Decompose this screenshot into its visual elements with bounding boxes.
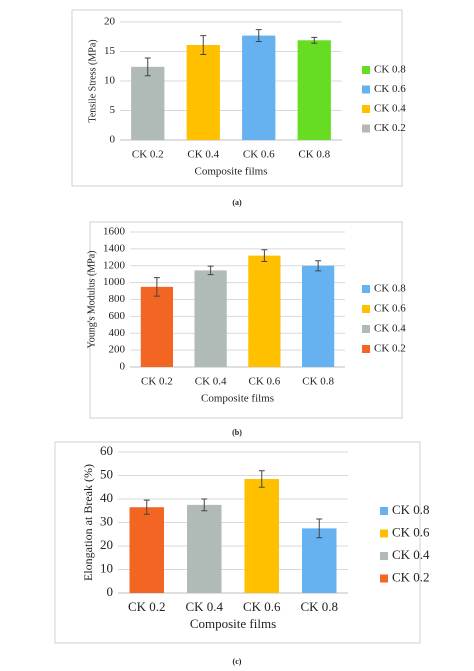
legend-swatch	[380, 507, 388, 515]
y-tick-label: 600	[109, 310, 126, 322]
chart-frame	[54, 441, 421, 644]
y-tick-label: 50	[100, 466, 113, 481]
bar	[186, 45, 220, 141]
x-tick-label: CK 0.4	[187, 149, 219, 161]
y-tick-label: 0	[110, 134, 116, 146]
legend-swatch	[380, 552, 388, 560]
legend-swatch	[362, 345, 370, 353]
legend-swatch	[380, 529, 388, 538]
bar	[187, 504, 222, 593]
legend-swatch	[362, 66, 370, 74]
legend-label: CK 0.4	[374, 323, 406, 335]
y-tick-label: 1400	[103, 242, 126, 254]
x-tick-label: CK 0.8	[300, 599, 338, 614]
x-tick-label: CK 0.6	[248, 376, 280, 388]
error-bar	[311, 36, 318, 44]
y-tick-label: 1000	[103, 276, 126, 288]
error-bar	[201, 498, 208, 512]
y-axis-label: Young's Modulus (MPa)	[86, 250, 97, 348]
legend-label: CK 0.2	[392, 569, 430, 584]
y-axis-label: Tensile Stress (MPa)	[87, 39, 98, 122]
x-tick-label: CK 0.2	[141, 376, 173, 388]
x-tick-label: CK 0.4	[195, 376, 227, 388]
x-tick-label: CK 0.6	[243, 599, 281, 614]
y-tick-label: 0	[107, 584, 114, 599]
x-axis-label: Composite films	[201, 393, 274, 405]
y-tick-label: 40	[100, 490, 113, 505]
bar	[297, 40, 331, 140]
x-tick-label: CK 0.4	[185, 599, 223, 614]
bar	[129, 507, 164, 593]
error-bar	[200, 35, 207, 55]
y-axis-label: Elongation at Break (%)	[81, 464, 95, 581]
error-bar	[255, 29, 262, 42]
legend-label: CK 0.6	[374, 83, 406, 95]
y-tick-label: 10	[104, 75, 116, 87]
panel-caption: (a)	[232, 198, 242, 207]
y-tick-label: 30	[100, 513, 113, 528]
y-tick-label: 400	[109, 327, 126, 339]
legend-label: CK 0.6	[374, 303, 406, 315]
y-tick-label: 0	[120, 361, 126, 373]
legend-swatch	[362, 285, 370, 293]
bar	[131, 66, 165, 140]
error-bar	[153, 277, 160, 297]
x-tick-label: CK 0.2	[132, 149, 164, 161]
legend-label: CK 0.8	[392, 502, 430, 517]
legend-label: CK 0.8	[374, 64, 406, 76]
bar	[244, 479, 279, 593]
legend-swatch	[362, 105, 370, 113]
error-bar	[207, 265, 214, 276]
y-tick-label: 5	[110, 104, 116, 116]
chart-frame	[89, 221, 403, 419]
y-tick-label: 200	[109, 344, 126, 356]
x-axis-label: Composite films	[194, 166, 267, 178]
legend-label: CK 0.8	[374, 283, 406, 295]
legend-label: CK 0.4	[392, 547, 430, 562]
error-bar	[316, 518, 323, 539]
y-tick-label: 15	[104, 45, 116, 57]
bar	[242, 35, 276, 140]
chart-frame	[71, 9, 403, 187]
bar	[302, 265, 335, 367]
y-tick-label: 10	[100, 560, 113, 575]
legend-swatch	[362, 124, 370, 133]
x-tick-label: CK 0.8	[302, 376, 334, 388]
bar	[248, 255, 281, 367]
panel-caption: (c)	[233, 657, 242, 666]
bar	[194, 270, 227, 367]
x-tick-label: CK 0.8	[298, 149, 330, 161]
legend-swatch	[362, 85, 370, 94]
y-tick-label: 1600	[103, 226, 126, 238]
legend-swatch	[380, 574, 388, 583]
bar	[302, 528, 337, 593]
legend-label: CK 0.6	[392, 524, 430, 539]
legend-label: CK 0.4	[374, 103, 406, 115]
error-bar	[261, 249, 268, 263]
bar	[140, 286, 173, 367]
y-tick-label: 1200	[103, 259, 126, 271]
error-bar	[258, 470, 265, 488]
y-tick-label: 20	[104, 16, 116, 28]
legend-swatch	[362, 305, 370, 313]
x-tick-label: CK 0.6	[243, 149, 275, 161]
panel-caption: (b)	[232, 428, 242, 437]
legend-label: CK 0.2	[374, 122, 406, 134]
x-tick-label: CK 0.2	[128, 599, 166, 614]
error-bar	[144, 57, 151, 77]
legend-swatch	[362, 325, 370, 333]
y-tick-label: 60	[100, 443, 113, 458]
y-tick-label: 800	[109, 293, 126, 305]
y-tick-label: 20	[100, 537, 113, 552]
error-bar	[143, 499, 150, 515]
x-axis-label: Composite films	[190, 616, 276, 631]
error-bar	[315, 260, 322, 272]
legend-label: CK 0.2	[374, 343, 406, 355]
